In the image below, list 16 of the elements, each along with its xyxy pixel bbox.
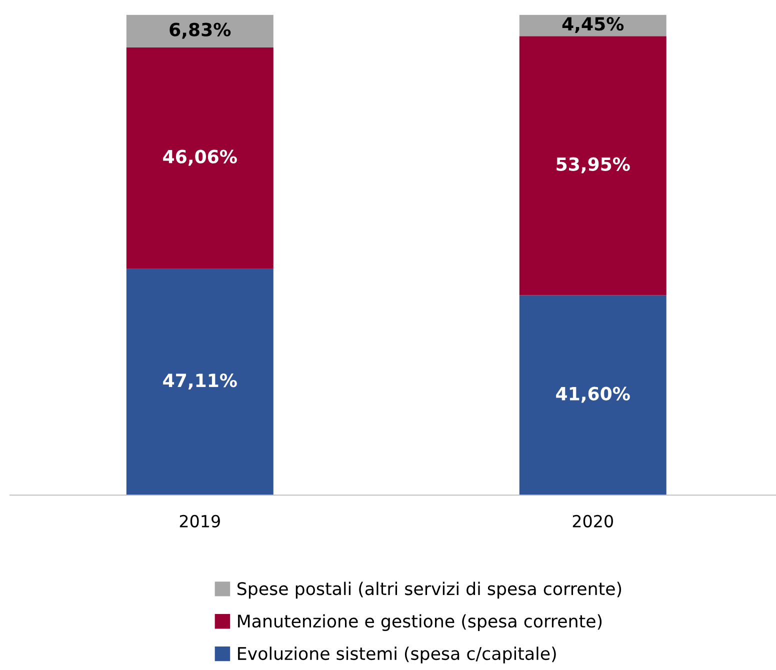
data-label: 41,60%	[556, 386, 630, 403]
data-label: 46,06%	[163, 150, 237, 166]
bar	[519, 295, 666, 496]
data-label: 6,83%	[170, 22, 231, 39]
legend-label: Manutenzione e gestione (spesa corrente)	[238, 614, 602, 632]
bar	[126, 14, 274, 48]
data-label: 4,45%	[562, 17, 624, 33]
bar	[519, 36, 666, 296]
legend-label: Spese postali (altri servizi di spesa corrente)	[237, 582, 622, 599]
bar	[126, 268, 274, 496]
legend-label: Evoluzione sistemi (spesa c/capitale)	[238, 646, 556, 664]
data-label: 47,11%	[163, 374, 237, 390]
bar	[126, 48, 274, 269]
x-tick-label: 2020	[572, 514, 613, 528]
x-tick-label: 2019	[180, 514, 220, 528]
data-label: 53,95%	[556, 157, 630, 174]
